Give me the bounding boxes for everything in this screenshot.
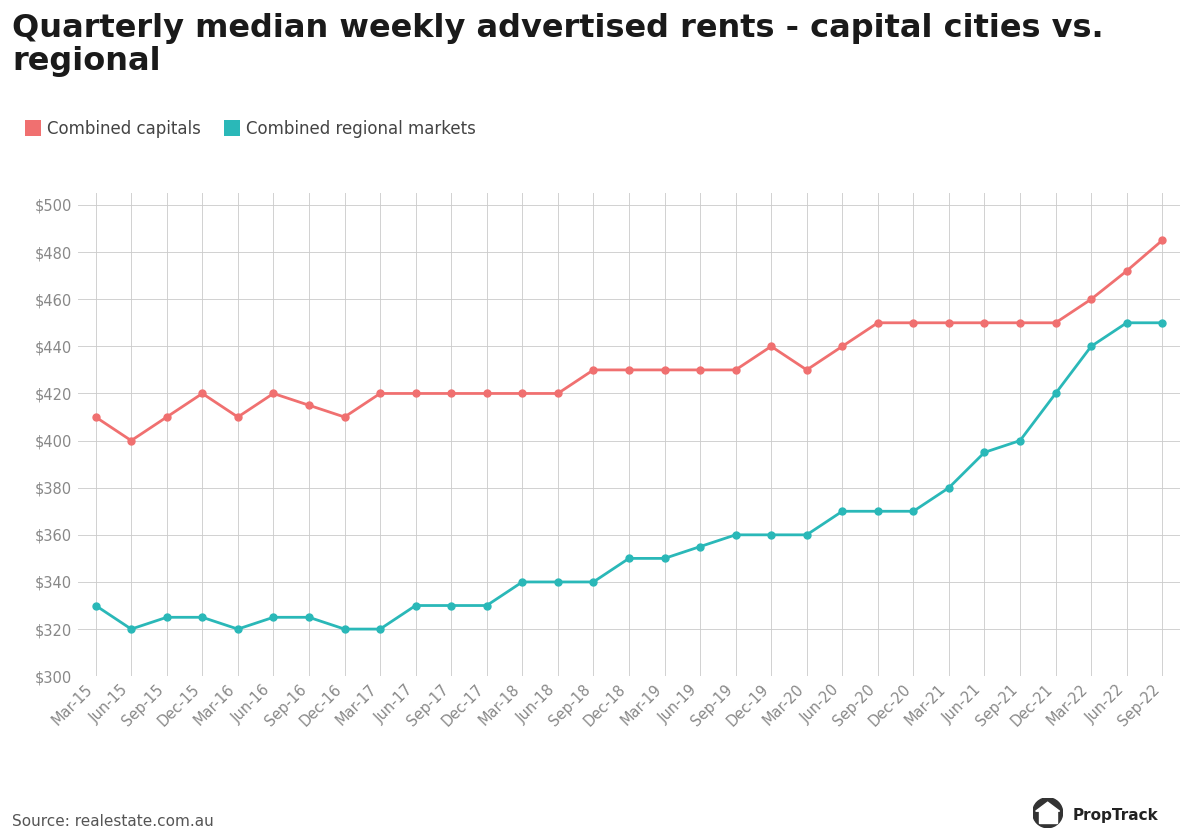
- Combined regional markets: [231, 624, 246, 634]
- Combined capitals: [586, 365, 600, 375]
- Combined regional markets: [1084, 341, 1099, 351]
- Combined regional markets: [159, 612, 174, 622]
- Combined regional markets: [728, 530, 743, 540]
- Line: Combined capitals: Combined capitals: [92, 237, 1166, 444]
- Circle shape: [1033, 798, 1063, 827]
- Combined capitals: [479, 388, 494, 398]
- Combined capitals: [444, 388, 459, 398]
- Combined regional markets: [1119, 318, 1133, 328]
- Combined capitals: [159, 412, 174, 422]
- Polygon shape: [1039, 811, 1057, 823]
- Combined capitals: [515, 388, 530, 398]
- Combined capitals: [692, 365, 707, 375]
- Text: Quarterly median weekly advertised rents - capital cities vs.: Quarterly median weekly advertised rents…: [12, 13, 1103, 44]
- Combined capitals: [871, 318, 885, 328]
- Combined regional markets: [551, 577, 565, 587]
- Combined capitals: [1048, 318, 1063, 328]
- Combined regional markets: [409, 601, 423, 611]
- Combined capitals: [409, 388, 423, 398]
- Polygon shape: [1035, 802, 1059, 811]
- Combined regional markets: [195, 612, 210, 622]
- Combined regional markets: [871, 507, 885, 517]
- Combined regional markets: [764, 530, 779, 540]
- Combined capitals: [373, 388, 387, 398]
- Combined capitals: [658, 365, 672, 375]
- Combined capitals: [266, 388, 280, 398]
- Combined capitals: [125, 436, 139, 446]
- Combined capitals: [1012, 318, 1027, 328]
- Combined regional markets: [266, 612, 280, 622]
- Line: Combined regional markets: Combined regional markets: [92, 319, 1166, 633]
- Combined regional markets: [479, 601, 494, 611]
- Combined capitals: [551, 388, 565, 398]
- Text: PropTrack: PropTrack: [1072, 808, 1158, 823]
- Combined regional markets: [1155, 318, 1169, 328]
- Combined capitals: [728, 365, 743, 375]
- Legend: Combined capitals, Combined regional markets: Combined capitals, Combined regional mar…: [20, 113, 483, 144]
- Combined regional markets: [444, 601, 459, 611]
- Combined regional markets: [302, 612, 316, 622]
- Combined regional markets: [1012, 436, 1027, 446]
- Combined regional markets: [658, 554, 672, 564]
- Combined capitals: [1119, 266, 1133, 276]
- Combined capitals: [799, 365, 813, 375]
- Combined regional markets: [622, 554, 636, 564]
- Combined regional markets: [978, 448, 992, 458]
- Combined regional markets: [515, 577, 530, 587]
- Combined capitals: [89, 412, 103, 422]
- Combined capitals: [622, 365, 636, 375]
- Combined regional markets: [586, 577, 600, 587]
- Combined regional markets: [799, 530, 813, 540]
- Combined regional markets: [338, 624, 352, 634]
- Combined capitals: [1155, 235, 1169, 245]
- Combined regional markets: [942, 483, 956, 493]
- Combined capitals: [195, 388, 210, 398]
- Combined capitals: [231, 412, 246, 422]
- Combined regional markets: [89, 601, 103, 611]
- Combined capitals: [338, 412, 352, 422]
- Combined capitals: [942, 318, 956, 328]
- Text: regional: regional: [12, 46, 161, 77]
- Combined capitals: [906, 318, 920, 328]
- Combined capitals: [835, 341, 849, 351]
- Combined capitals: [764, 341, 779, 351]
- Combined regional markets: [692, 542, 707, 552]
- Combined capitals: [1084, 294, 1099, 304]
- Combined regional markets: [125, 624, 139, 634]
- Combined regional markets: [835, 507, 849, 517]
- Combined regional markets: [373, 624, 387, 634]
- Combined regional markets: [1048, 388, 1063, 398]
- Combined regional markets: [906, 507, 920, 517]
- Combined capitals: [302, 400, 316, 410]
- Text: Source: realestate.com.au: Source: realestate.com.au: [12, 814, 213, 829]
- Combined capitals: [978, 318, 992, 328]
